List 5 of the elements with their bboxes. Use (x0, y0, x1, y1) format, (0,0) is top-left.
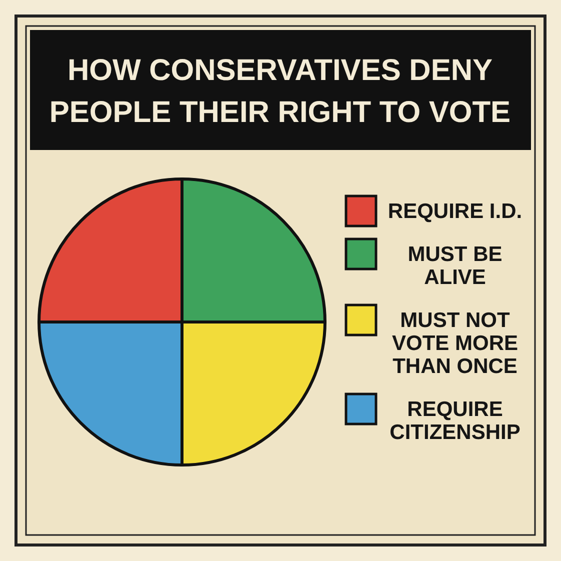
legend-label: MUST BE ALIVE (408, 243, 502, 289)
legend-label: REQUIRE I.D. (388, 200, 522, 223)
chart-title: HOW CONSERVATIVES DENY PEOPLE THEIR RIGHT TO VOTE (49, 54, 511, 129)
legend-label: MUST NOT VOTE MORE THAN ONCE (392, 309, 518, 378)
legend-label: REQUIRE CITIZENSHIP (390, 398, 520, 444)
